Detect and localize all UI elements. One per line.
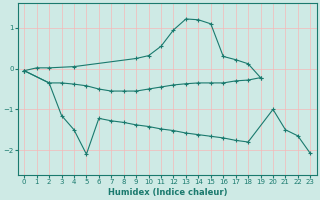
X-axis label: Humidex (Indice chaleur): Humidex (Indice chaleur) (108, 188, 227, 197)
